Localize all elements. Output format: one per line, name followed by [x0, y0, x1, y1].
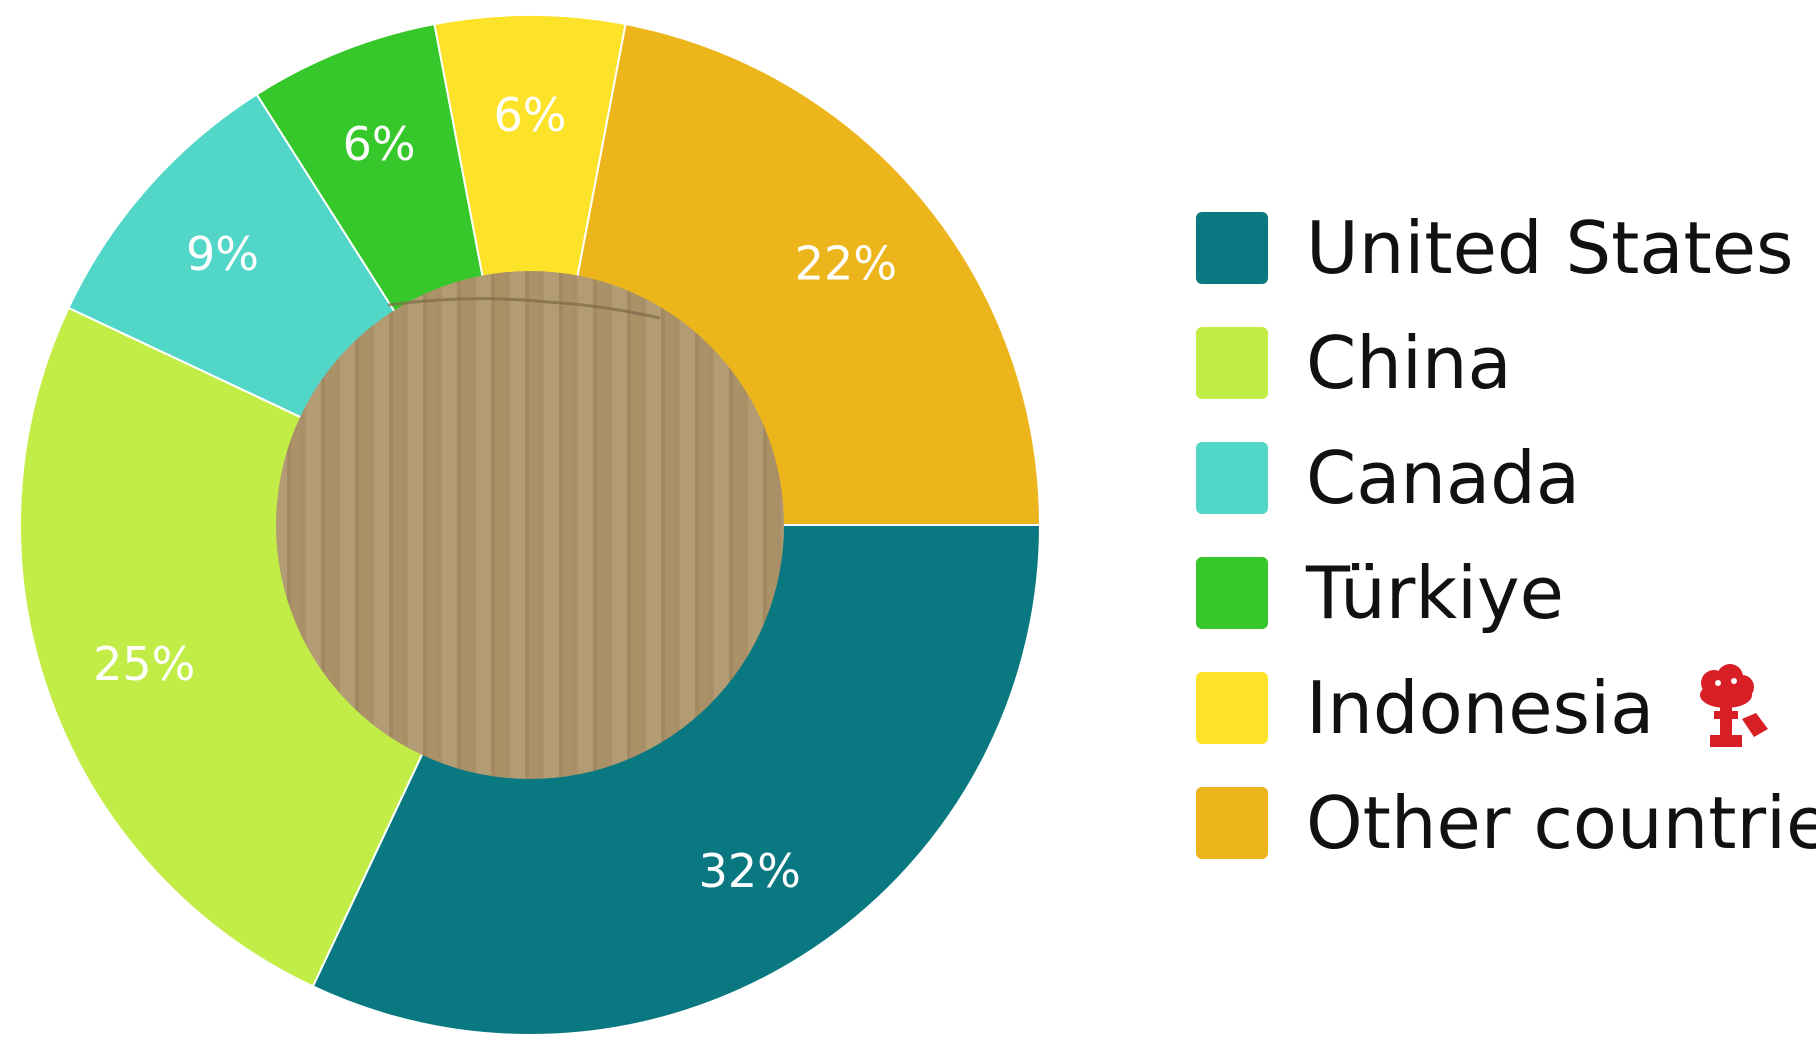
slice-value-label: 22%: [795, 237, 897, 291]
slice-value-label: 9%: [186, 227, 259, 281]
legend-label: Other countries: [1306, 780, 1816, 865]
chart-legend: United States China Canada Türkiye Indonesia…: [1196, 190, 1816, 880]
legend-item: Canada: [1196, 420, 1816, 535]
mushroom-cloud-icon: [1700, 663, 1769, 747]
legend-swatch: [1196, 556, 1268, 629]
slice-value-label: 32%: [699, 844, 801, 898]
legend-label: Canada: [1306, 435, 1580, 520]
donut-chart: 32% 25% 9% 6% 6% 22%: [19, 14, 1042, 1036]
legend-swatch: [1196, 786, 1268, 859]
legend-item: Other countries: [1196, 765, 1816, 880]
legend-label: United States: [1306, 205, 1794, 290]
legend-swatch: [1196, 671, 1268, 744]
donut-center-cardboard: [276, 271, 784, 779]
legend-swatch: [1196, 441, 1268, 514]
legend-swatch: [1196, 326, 1268, 399]
legend-item: Indonesia: [1196, 650, 1816, 765]
slice-value-label: 6%: [343, 117, 416, 171]
legend-item: China: [1196, 305, 1816, 420]
legend-label: China: [1306, 320, 1512, 405]
slice-indonesia: [433, 14, 627, 526]
slice-value-label: 25%: [93, 637, 195, 691]
legend-swatch: [1196, 211, 1268, 284]
legend-item: United States: [1196, 190, 1816, 305]
legend-item: Türkiye: [1196, 535, 1816, 650]
legend-label: Indonesia: [1306, 665, 1655, 750]
legend-label: Türkiye: [1306, 550, 1564, 635]
slice-value-label: 6%: [494, 88, 567, 142]
cardboard-tear: [387, 297, 661, 320]
